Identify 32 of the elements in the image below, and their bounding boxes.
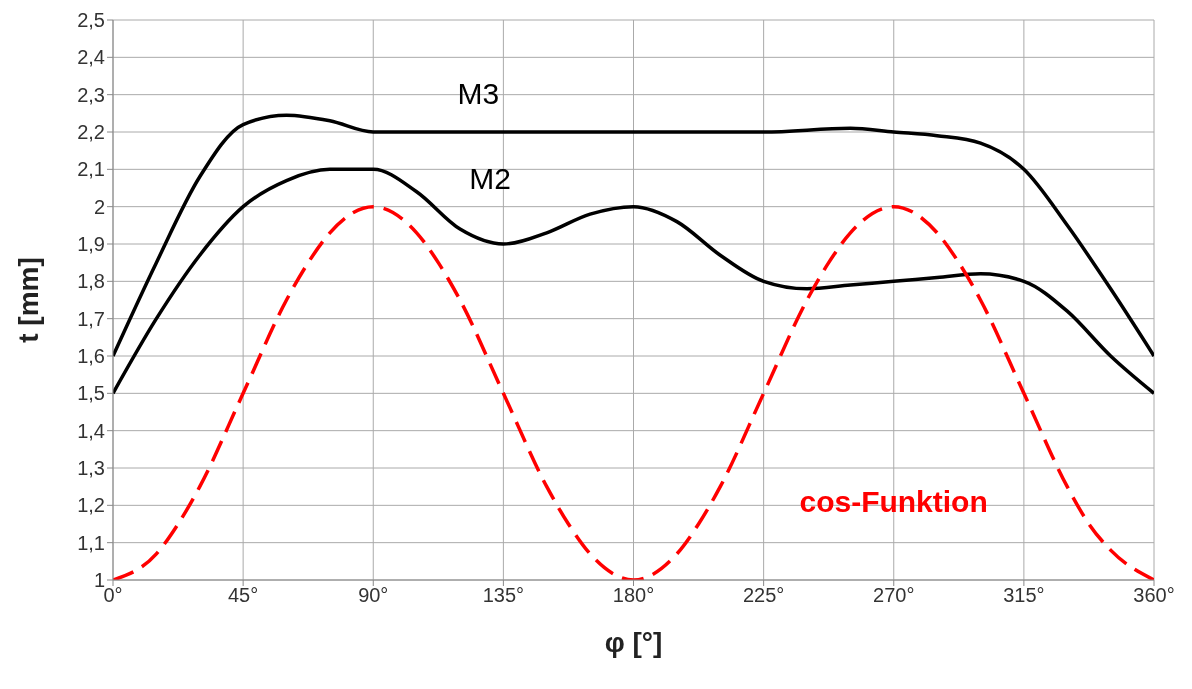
line-series [113,113,1154,358]
y-tick-label: 1,7 [77,307,105,330]
y-tick-label: 1,3 [77,457,105,480]
x-tick-label: 225° [742,584,785,607]
x-tick-label: 0° [103,584,123,607]
line-series [113,167,1154,396]
y-tick-label: 2,5 [77,9,105,32]
y-tick-label: 2,3 [77,83,105,106]
y-tick-label: 1 [93,569,105,592]
x-tick-label: 315° [1003,584,1045,607]
text: cos-Funktion [799,485,988,519]
x-tick-label: 360° [1133,584,1175,607]
series-label: M3 [457,76,500,110]
y-tick-label: 1,2 [77,494,105,517]
y-tick-label: 2,2 [77,121,105,144]
x-tick-label: 90° [358,584,389,607]
y-tick-label: 2,1 [77,158,105,181]
y-tick-label: 1,9 [77,233,105,256]
series-label: M2 [469,161,511,195]
y-tick-label: 2,4 [77,46,105,69]
x-tick-label: 135° [482,584,525,607]
x-axis-title: φ [°] [604,627,663,658]
x-tick-label: 270° [873,584,915,607]
x-tick-label: 45° [228,584,259,607]
y-tick-label: 1,6 [77,345,105,368]
x-tick-label: 180° [612,584,655,607]
y-tick-label: 1,1 [77,531,105,554]
y-tick-label: 1,8 [77,270,105,293]
y-tick-label: 2 [93,195,105,218]
y-tick-label: 1,5 [77,382,105,405]
y-axis-title: t [mm] [12,257,44,343]
y-tick-label: 1,4 [77,419,105,442]
